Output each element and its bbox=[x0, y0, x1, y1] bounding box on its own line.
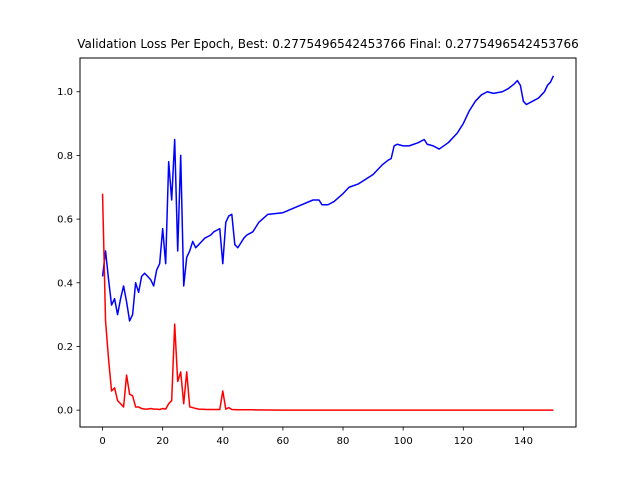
series-layer bbox=[101, 75, 555, 411]
series-line-1 bbox=[101, 75, 555, 322]
axes-frame bbox=[79, 57, 577, 428]
y-tick-label: 0.8 bbox=[57, 151, 73, 162]
plot-area bbox=[79, 57, 577, 428]
y-tick-label: 0.6 bbox=[57, 215, 73, 226]
x-tick-label: 20 bbox=[156, 436, 169, 447]
chart-title: Validation Loss Per Epoch, Best: 0.27754… bbox=[77, 37, 579, 51]
x-tick-label: 60 bbox=[277, 436, 290, 447]
x-axis-ticks: 0 20 40 60 80 100 120 140 bbox=[99, 427, 533, 447]
x-tick-label: 100 bbox=[394, 436, 413, 447]
y-tick-label: 1.0 bbox=[57, 87, 73, 98]
y-tick-label: 0.0 bbox=[57, 406, 73, 417]
x-tick-label: 120 bbox=[454, 436, 473, 447]
y-tick-label: 0.2 bbox=[57, 342, 73, 353]
x-tick-label: 80 bbox=[337, 436, 350, 447]
y-axis-ticks: 0.0 0.2 0.4 0.6 0.8 1.0 bbox=[57, 87, 80, 417]
x-tick-label: 40 bbox=[216, 436, 229, 447]
axes-background bbox=[80, 58, 576, 427]
series-line-2 bbox=[101, 193, 554, 411]
x-tick-label: 0 bbox=[99, 436, 105, 447]
y-tick-label: 0.4 bbox=[57, 278, 73, 289]
x-tick-label: 140 bbox=[514, 436, 533, 447]
